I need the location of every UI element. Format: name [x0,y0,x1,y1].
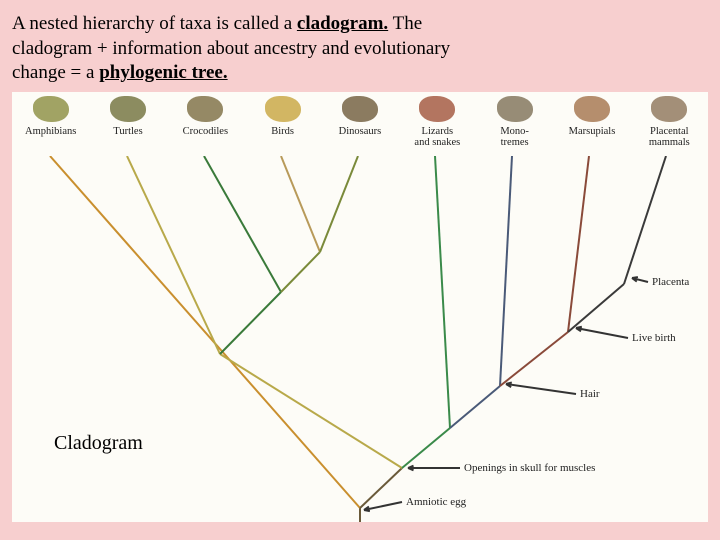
trait-label-0: Placenta [652,276,689,288]
taxon-label: Dinosaurs [321,126,398,137]
organism-icon [187,96,223,122]
taxa-row: AmphibiansTurtlesCrocodilesBirdsDinosaur… [12,96,708,156]
branch-line [360,468,402,508]
taxon-label: Lizardsand snakes [399,126,476,148]
trait-label-4: Amniotic egg [406,496,466,508]
branch-line [500,156,512,386]
header-line1-bold: cladogram. [297,13,388,34]
organism-icon [574,96,610,122]
organism-icon [497,96,533,122]
taxon-8: Placentalmammals [631,96,708,156]
taxon-3: Birds [244,96,321,156]
organism-icon [265,96,301,122]
header-line3-pre: change = a [12,62,99,83]
header-line1-pre: A nested hierarchy of taxa is called a [12,13,297,34]
branch-line [364,502,402,510]
branch-line [50,156,360,508]
branch-line [402,428,450,468]
header-text: A nested hierarchy of taxa is called a c… [12,12,708,86]
cladogram-diagram: AmphibiansTurtlesCrocodilesBirdsDinosaur… [12,92,708,522]
organism-icon [110,96,146,122]
branch-line [220,292,281,354]
taxon-7: Marsupials [553,96,630,156]
organism-icon [651,96,687,122]
trait-label-2: Hair [580,388,600,400]
branch-line [320,156,358,252]
branch-line [204,156,281,292]
taxon-5: Lizardsand snakes [399,96,476,156]
branch-line [624,156,666,284]
branch-line [435,156,450,428]
branch-line [281,252,320,292]
header-line2: cladogram + information about ancestry a… [12,38,450,59]
trait-label-3: Openings in skull for muscles [464,462,595,474]
taxon-4: Dinosaurs [321,96,398,156]
organism-icon [342,96,378,122]
taxon-2: Crocodiles [167,96,244,156]
organism-icon [33,96,69,122]
taxon-label: Birds [244,126,321,137]
header-line1-post: The [388,13,422,34]
taxon-1: Turtles [89,96,166,156]
taxon-label: Mono-tremes [476,126,553,148]
taxon-label: Marsupials [553,126,630,137]
taxon-label: Turtles [89,126,166,137]
trait-label-1: Live birth [632,332,676,344]
diagram-caption: Cladogram [54,432,143,455]
taxon-label: Placentalmammals [631,126,708,148]
header-line3-bold: phylogenic tree. [99,62,227,83]
taxon-label: Crocodiles [167,126,244,137]
organism-icon [419,96,455,122]
branch-line [500,332,568,386]
branch-line [506,384,576,394]
branch-line [450,386,500,428]
branch-line [568,284,624,332]
taxon-label: Amphibians [12,126,89,137]
branch-line [568,156,589,332]
branch-line [576,328,628,338]
cladogram-tree-svg [12,156,708,522]
taxon-6: Mono-tremes [476,96,553,156]
branch-line [281,156,320,252]
branch-line [127,156,220,354]
taxon-0: Amphibians [12,96,89,156]
